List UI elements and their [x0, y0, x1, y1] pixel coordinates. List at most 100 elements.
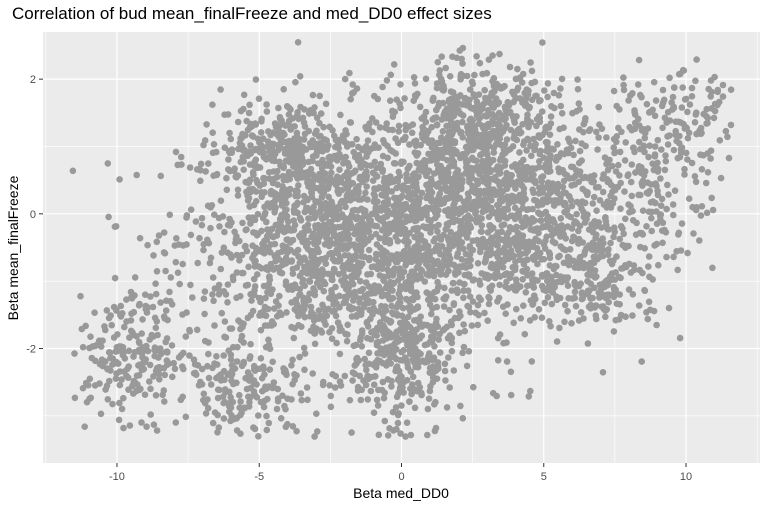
data-point — [620, 74, 627, 81]
data-point — [496, 157, 504, 164]
data-point — [608, 260, 616, 268]
data-point — [465, 202, 472, 210]
data-point — [513, 223, 520, 231]
data-point — [672, 118, 680, 125]
x-tick-label: 5 — [541, 471, 547, 483]
data-point — [522, 195, 529, 203]
data-point — [556, 198, 563, 206]
data-point — [386, 240, 393, 247]
data-point — [226, 215, 233, 223]
data-point — [657, 216, 664, 223]
data-point — [200, 390, 208, 398]
data-point — [458, 55, 466, 63]
data-point — [209, 274, 217, 281]
data-point — [379, 83, 386, 91]
data-point — [442, 377, 449, 384]
data-point — [540, 241, 548, 248]
data-point — [565, 295, 572, 302]
data-point — [358, 231, 365, 239]
data-point — [341, 75, 349, 83]
data-point — [341, 180, 348, 188]
data-point — [592, 312, 600, 319]
data-point — [578, 140, 585, 147]
data-point — [608, 270, 616, 277]
data-point — [476, 277, 483, 285]
data-point — [377, 160, 385, 168]
data-point — [535, 306, 543, 313]
data-point — [353, 268, 361, 275]
data-point — [265, 280, 273, 288]
data-point — [515, 125, 523, 133]
data-point — [183, 309, 190, 316]
data-point — [232, 173, 239, 180]
data-point — [293, 427, 300, 435]
data-point — [219, 213, 227, 220]
data-point — [271, 209, 278, 216]
data-point — [182, 333, 190, 340]
data-point — [324, 178, 332, 186]
data-point — [103, 307, 111, 314]
data-point — [481, 196, 488, 203]
data-point — [247, 372, 254, 380]
data-point — [596, 197, 604, 204]
data-point — [120, 348, 128, 356]
data-point — [604, 251, 612, 258]
data-point — [315, 307, 323, 314]
data-point — [362, 381, 370, 389]
data-point — [161, 371, 169, 379]
data-point — [554, 185, 561, 192]
data-point — [111, 223, 119, 230]
data-point — [459, 150, 467, 158]
x-tick-label: 0 — [398, 471, 404, 483]
data-point — [399, 304, 407, 312]
data-point — [587, 272, 595, 279]
data-point — [657, 211, 665, 218]
data-point — [430, 272, 438, 280]
data-point — [440, 303, 448, 310]
data-point — [194, 259, 201, 267]
data-point — [436, 71, 443, 79]
data-point — [266, 366, 274, 373]
data-point — [628, 126, 636, 134]
data-point — [382, 234, 389, 242]
data-point — [472, 103, 480, 111]
data-point — [599, 369, 607, 376]
data-point — [220, 352, 227, 359]
data-point — [589, 294, 596, 302]
data-point — [246, 176, 254, 184]
data-point — [361, 355, 369, 363]
data-point — [569, 163, 577, 171]
data-point — [296, 272, 304, 280]
data-point — [237, 398, 244, 405]
data-point — [482, 256, 490, 264]
data-point — [250, 362, 258, 370]
data-point — [376, 124, 384, 131]
data-point — [684, 156, 691, 163]
data-point — [393, 255, 400, 263]
data-point — [362, 300, 369, 308]
data-point — [700, 152, 707, 159]
data-point — [628, 192, 636, 200]
data-point — [138, 419, 145, 426]
data-point — [356, 175, 364, 182]
data-point — [410, 317, 418, 324]
data-point — [279, 392, 286, 400]
data-point — [225, 166, 232, 173]
data-point — [560, 177, 568, 185]
data-point — [357, 311, 365, 319]
data-point — [541, 299, 549, 307]
data-point — [523, 147, 530, 154]
data-point — [424, 136, 432, 144]
data-point — [388, 302, 395, 310]
data-point — [295, 182, 302, 189]
data-point — [204, 362, 211, 370]
data-point — [664, 181, 671, 189]
data-point — [655, 261, 662, 269]
data-point — [442, 183, 449, 191]
data-point — [257, 326, 265, 334]
data-point — [315, 248, 322, 256]
data-point — [177, 396, 185, 404]
data-point — [261, 211, 269, 218]
data-point — [564, 253, 572, 261]
data-point — [521, 330, 529, 338]
